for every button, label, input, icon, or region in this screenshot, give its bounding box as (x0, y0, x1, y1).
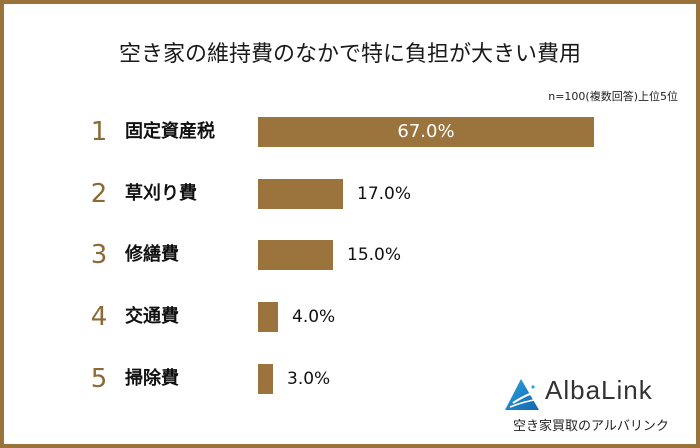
bar (258, 240, 333, 270)
value-label: 67.0% (397, 121, 455, 142)
bar-row: 3 修繕費 15.0% (0, 240, 700, 270)
category-label: 掃除費 (125, 368, 179, 389)
logo-triangle-icon (505, 379, 541, 410)
logo-tagline: 空き家買取のアルバリンク (513, 419, 669, 434)
logo-wordmark: AlbaLink (545, 375, 653, 405)
value-label: 15.0% (347, 245, 402, 265)
category-label: 固定資産税 (125, 121, 215, 142)
rank-number: 3 (90, 240, 108, 270)
rank-number: 4 (90, 302, 108, 332)
albalink-logo: AlbaLink 空き家買取のアルバリンク (505, 375, 685, 435)
rank-number: 5 (90, 364, 108, 394)
bar (258, 302, 278, 332)
bar (258, 117, 594, 147)
chart-title: 空き家の維持費のなかで特に負担が大きい費用 (118, 42, 581, 67)
value-label: 17.0% (357, 184, 412, 204)
bar-row: 1 固定資産税 67.0% (0, 117, 700, 147)
category-label: 草刈り費 (125, 183, 197, 204)
category-label: 交通費 (125, 306, 179, 327)
sample-note: n=100(複数回答)上位5位 (548, 90, 678, 103)
bar (258, 179, 343, 209)
rank-number: 1 (90, 117, 108, 147)
bar-row: 5 掃除費 3.0% (0, 364, 700, 394)
value-label: 3.0% (287, 369, 331, 389)
bar (258, 364, 273, 394)
bar-row: 2 草刈り費 17.0% (0, 179, 700, 209)
bar-row: 4 交通費 4.0% (0, 302, 700, 332)
value-label: 4.0% (292, 307, 336, 327)
rank-number: 2 (90, 179, 108, 209)
category-label: 修繕費 (125, 244, 179, 265)
